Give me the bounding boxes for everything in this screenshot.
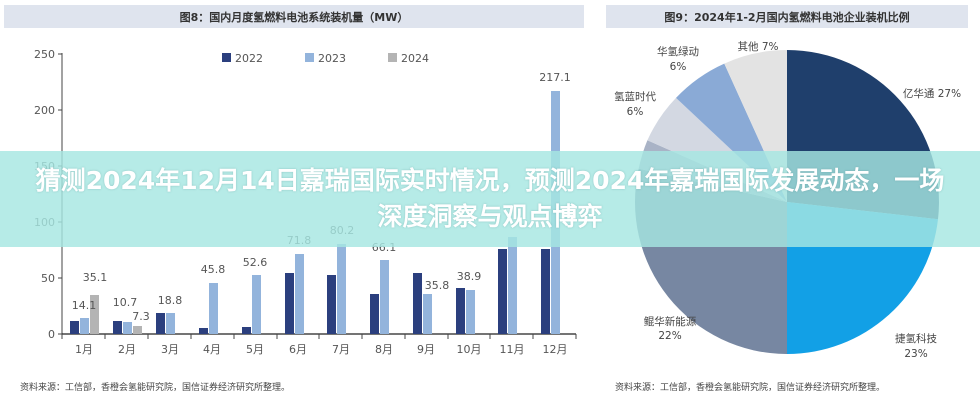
bar-2022 — [541, 249, 550, 334]
x-label: 11月 — [500, 343, 525, 356]
bar-2023 — [166, 313, 175, 334]
headline-banner: 猜测2024年12月14日嘉瑞国际实时情况，预测2024年嘉瑞国际发展动态，一场… — [0, 151, 980, 247]
label-jieqing-name: 捷氢科技 — [895, 332, 937, 345]
y-tick: 200 — [34, 104, 55, 117]
bar-2023 — [337, 244, 346, 334]
pie-chart-title: 图9：2024年1-2月国内氢燃料电池企业装机比例 — [606, 5, 968, 28]
legend-swatch-2024 — [388, 53, 397, 62]
data-label: 35.1 — [83, 271, 108, 284]
y-tick: 50 — [41, 272, 55, 285]
legend-label-2022: 2022 — [235, 52, 263, 65]
label-jieqing-pct: 23% — [904, 348, 927, 360]
legend-swatch-2023 — [305, 53, 314, 62]
label-kunhua-name: 鲲华新能源 — [644, 315, 697, 328]
headline-title: 猜测2024年12月14日嘉瑞国际实时情况，预测2024年嘉瑞国际发展动态，一场… — [35, 166, 945, 231]
bar-2022 — [498, 249, 507, 334]
bar-2022 — [199, 328, 208, 334]
bar-2022 — [327, 275, 336, 334]
pie-chart-source: 资料来源：工信部，香橙会氢能研究院，国信证券经济研究所整理。 — [615, 383, 886, 393]
bar-2024 — [133, 326, 142, 334]
bar-2022 — [370, 294, 379, 334]
bar-2023 — [423, 294, 432, 334]
data-label: 35.8 — [425, 279, 450, 292]
label-other: 其他 7% — [738, 40, 779, 53]
label-huaqing-name: 华氢绿动 — [657, 45, 699, 58]
legend-label-2024: 2024 — [401, 52, 429, 65]
bar-2023 — [295, 254, 304, 334]
x-label: 7月 — [332, 343, 350, 356]
data-label: 217.1 — [539, 71, 571, 84]
pie-labels: 亿华通 27% 捷氢科技 23% 鲲华新能源 22% 氢蓝时代 6% 华氢绿动 … — [614, 40, 961, 360]
x-label: 1月 — [75, 343, 93, 356]
bar-2022 — [285, 273, 294, 334]
label-qinglan-pct: 6% — [627, 106, 644, 118]
bar-2022 — [113, 321, 122, 334]
data-label: 14.1 — [72, 299, 97, 312]
bar-2024 — [90, 295, 99, 334]
legend-label-2023: 2023 — [318, 52, 346, 65]
bar-2022 — [413, 273, 422, 334]
x-label: 8月 — [375, 343, 393, 356]
bar-2022 — [242, 327, 251, 334]
data-label: 18.8 — [158, 294, 183, 307]
data-label: 7.3 — [132, 310, 150, 323]
bar-2023 — [380, 260, 389, 334]
x-label: 10月 — [457, 343, 482, 356]
bar-2023 — [252, 275, 261, 334]
label-yihuatong: 亿华通 27% — [903, 87, 961, 100]
chart-legend: 2022 2023 2024 — [222, 52, 429, 65]
x-label: 3月 — [161, 343, 179, 356]
data-label: 10.7 — [113, 296, 138, 309]
x-axis: 1月 2月 3月 4月 5月 6月 7月 8月 9月 10月 11月 12月 — [61, 333, 577, 356]
x-label: 9月 — [417, 343, 435, 356]
bar-2023 — [123, 322, 132, 334]
x-label: 2月 — [118, 343, 136, 356]
x-label: 12月 — [543, 343, 568, 356]
data-label: 45.8 — [201, 263, 226, 276]
label-huaqing-pct: 6% — [670, 61, 687, 73]
y-tick: 0 — [48, 328, 55, 341]
legend-swatch-2022 — [222, 53, 231, 62]
bar-2022 — [456, 288, 465, 334]
x-label: 4月 — [203, 343, 221, 356]
bar-2023 — [209, 283, 218, 334]
x-label: 6月 — [289, 343, 307, 356]
label-qinglan-name: 氢蓝时代 — [614, 90, 656, 103]
bar-2022 — [70, 321, 79, 334]
data-label: 52.6 — [243, 256, 268, 269]
bar-2023 — [466, 290, 475, 334]
y-tick: 250 — [34, 48, 55, 61]
bar-chart-title: 图8：国内月度氢燃料电池系统装机量（MW） — [4, 5, 584, 28]
bar-2022 — [156, 313, 165, 334]
x-label: 5月 — [246, 343, 264, 356]
bar-2023 — [508, 237, 517, 334]
data-label: 38.9 — [457, 270, 482, 283]
label-kunhua-pct: 22% — [658, 330, 681, 342]
bar-2023 — [80, 318, 89, 334]
bar-chart-source: 资料来源：工信部，香橙会氢能研究院，国信证券经济研究所整理。 — [20, 383, 291, 393]
